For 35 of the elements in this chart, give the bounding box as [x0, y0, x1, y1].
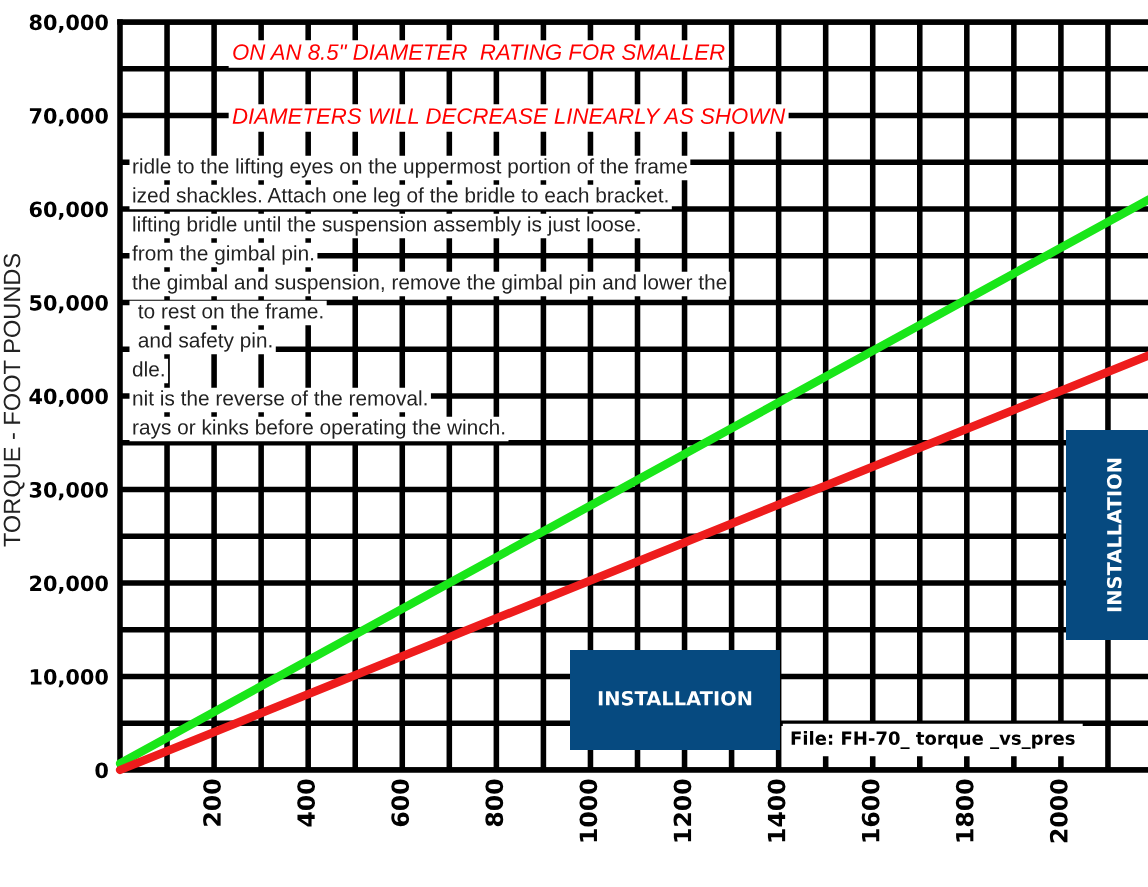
- annotation: from the gimbal pin.: [132, 245, 314, 265]
- y-tick-label: 0: [95, 762, 108, 779]
- x-tick-label: 1600: [861, 779, 880, 842]
- annotation: to rest on the frame.: [138, 303, 323, 319]
- x-tick-label: 600: [391, 779, 410, 827]
- y-tick-label: 50,000: [30, 294, 108, 314]
- x-tick-label: 1400: [767, 779, 786, 842]
- y-tick-label: 80,000: [29, 14, 108, 33]
- annotation: ized shackles. Attach one leg of the bridle to each bracket.: [133, 187, 668, 207]
- x-tick-label: 2000: [1049, 779, 1068, 843]
- x-tick-label: 1800: [955, 779, 974, 842]
- annotation: the gimbal and suspension, remove the gimbal pin and lower the: [132, 274, 727, 294]
- annotation: lifting bridle until the suspension assembly is just loose.: [133, 216, 640, 236]
- y-tick-label: 70,000: [29, 107, 108, 127]
- annotation: INSTALLATION: [1106, 458, 1122, 612]
- y-tick-label: 30,000: [29, 481, 108, 501]
- x-tick-label: 400: [297, 779, 316, 827]
- annotation: DIAMETERS WILL DECREASE LINEARLY AS SHOWN: [232, 108, 786, 124]
- x-tick-label: 1200: [673, 779, 692, 842]
- annotation: dle.: [132, 361, 164, 377]
- annotation: ridle to the lifting eyes on the uppermost portion of the frame: [133, 158, 687, 178]
- annotation: INSTALLATION: [598, 690, 752, 706]
- annotation: and safety pin.: [138, 332, 272, 352]
- y-tick-label: 60,000: [29, 201, 108, 220]
- y-axis-title: TORQUE - FOOT POUNDS: [3, 253, 25, 547]
- annotation: File: FH-70_ torque _vs_pres: [791, 731, 1075, 749]
- y-tick-label: 10,000: [30, 668, 108, 688]
- annotation: nit is the reverse of the removal.: [133, 390, 427, 406]
- annotation: ON AN 8.5" DIAMETER RATING FOR SMALLER: [233, 44, 725, 60]
- x-tick-label: 1000: [579, 779, 598, 842]
- x-tick-label: 800: [485, 779, 504, 827]
- y-tick-label: 20,000: [30, 575, 108, 594]
- x-tick-label: 200: [203, 779, 221, 826]
- annotation: rays or kinks before operating the winch.: [133, 419, 505, 439]
- y-tick-label: 40,000: [29, 388, 108, 407]
